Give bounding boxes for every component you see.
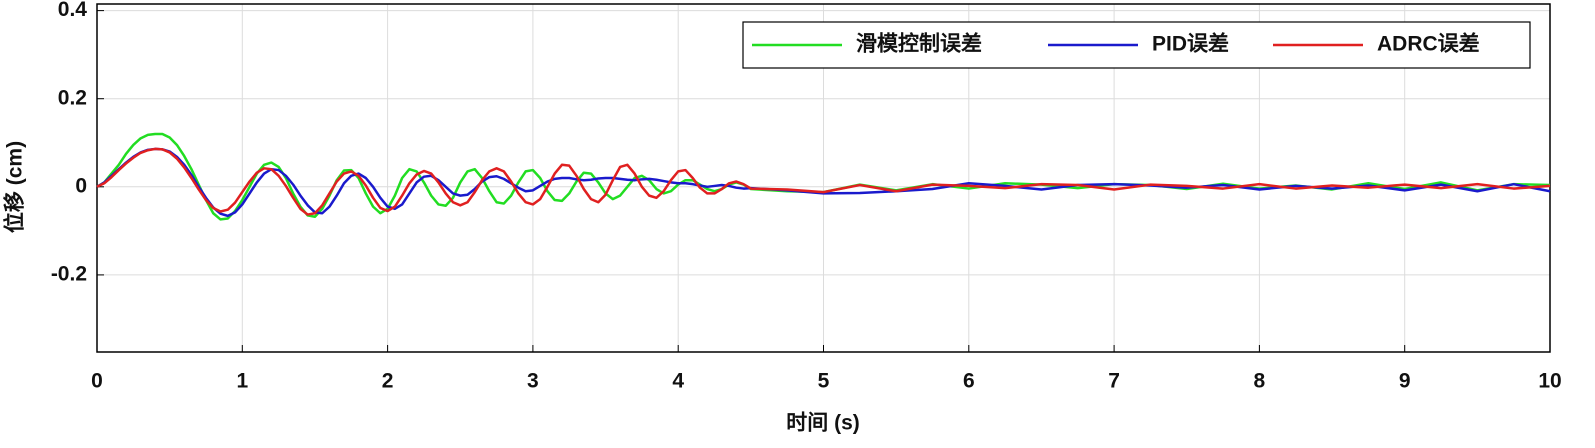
y-tick-label: 0.2 [58,86,87,109]
x-tick-label: 2 [382,370,394,393]
x-tick-label: 5 [818,370,830,393]
series-line [96,147,1551,218]
x-tick-label: 6 [963,370,975,393]
x-tick-label: 0 [91,370,103,393]
x-tick-label: 3 [527,370,539,393]
y-axis-label: 位移 (cm) [3,141,27,233]
plot-frame [96,3,1551,353]
x-tick-label: 10 [1538,370,1561,393]
x-tick-label: 9 [1399,370,1411,393]
x-tick-label: 1 [236,370,248,393]
x-axis-label: 时间 (s) [786,412,860,435]
legend-label: ADRC误差 [1377,32,1480,56]
y-tick-label: 0.4 [58,0,88,21]
legend-label: PID误差 [1152,32,1229,56]
x-tick-label: 8 [1254,370,1266,393]
y-tick-label: 0 [75,174,87,197]
x-tick-label: 4 [672,370,684,393]
series-line [96,147,1551,216]
legend-label: 滑模控制误差 [856,32,982,56]
y-tick-label: -0.2 [51,262,87,285]
x-tick-label: 7 [1108,370,1120,393]
